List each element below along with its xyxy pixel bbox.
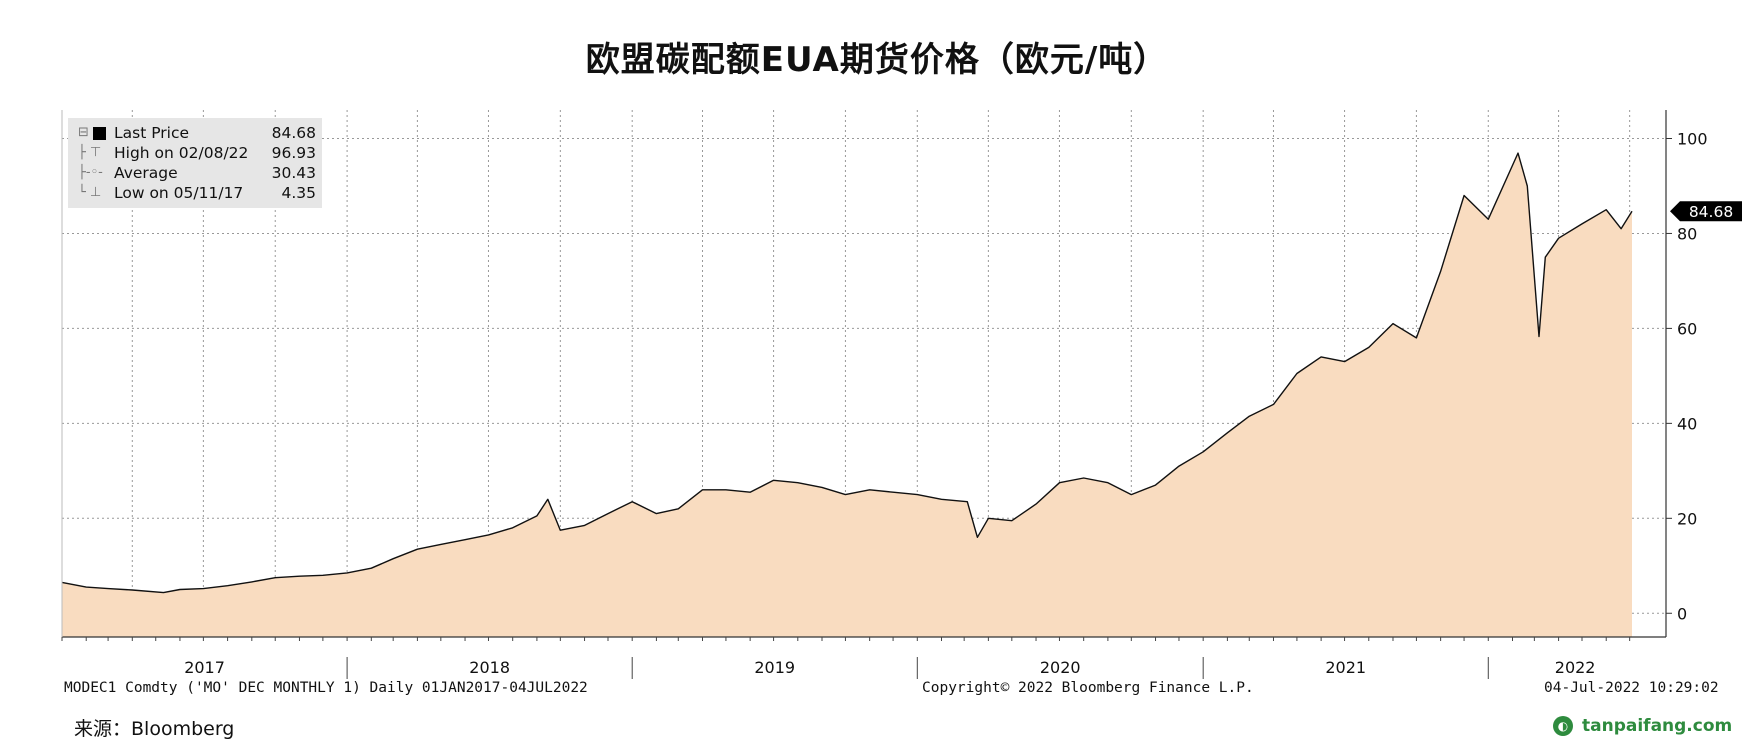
price-line-path bbox=[61, 152, 1633, 594]
footer-timestamp: 04-Jul-2022 10:29:02 bbox=[1544, 680, 1719, 696]
watermark-logo-icon: ◐ bbox=[1553, 716, 1573, 736]
x-tick-label: 2019 bbox=[754, 658, 795, 677]
price-area bbox=[62, 153, 1632, 637]
axes bbox=[61, 110, 1667, 638]
footer-ticker: MODEC1 Comdty ('MO' DEC MONTHLY 1) Daily… bbox=[64, 680, 588, 696]
x-tick-label: 2022 bbox=[1555, 658, 1596, 677]
legend-average: ├-◦- Average 30.43 bbox=[68, 163, 322, 183]
watermark-text: tanpaifang.com bbox=[1582, 716, 1733, 736]
price-area-fill bbox=[62, 153, 1632, 637]
y-tick-label: 100 bbox=[1677, 129, 1708, 148]
y-tick-label: 80 bbox=[1677, 224, 1697, 243]
last-price-marker: 84.68 bbox=[1670, 201, 1742, 222]
collapse-icon: ⊟ bbox=[78, 125, 89, 140]
legend: ⊟ Last Price 84.68 ├ ⊤ High on 02/08/22 … bbox=[68, 118, 322, 208]
footer-copyright: Copyright© 2022 Bloomberg Finance L.P. bbox=[922, 680, 1254, 696]
x-tick-label: 2017 bbox=[184, 658, 225, 677]
chart-title: 欧盟碳配额EUA期货价格（欧元/吨） bbox=[585, 40, 1169, 80]
high-marker-icon: ├ ⊤ bbox=[78, 145, 102, 160]
x-tick-label: 2018 bbox=[469, 658, 510, 677]
x-ticks: 2017 2018 2019 2020 2021 2022 bbox=[61, 637, 1631, 679]
x-tick-label: 2020 bbox=[1040, 658, 1081, 677]
legend-value: 84.68 bbox=[271, 124, 316, 142]
y-tick-label: 20 bbox=[1677, 509, 1697, 528]
legend-low: └ ⊥ Low on 05/11/17 4.35 bbox=[68, 183, 322, 203]
y-tick-label: 60 bbox=[1677, 319, 1697, 338]
x-tick-label: 2021 bbox=[1325, 658, 1366, 677]
legend-label: Average bbox=[114, 164, 178, 182]
y-tick-label: 0 bbox=[1677, 604, 1687, 623]
legend-label: Last Price bbox=[114, 124, 190, 142]
source-note: 来源：Bloomberg bbox=[74, 718, 235, 740]
average-marker-icon: ├-◦- bbox=[78, 165, 103, 180]
legend-label: Low on 05/11/17 bbox=[114, 184, 244, 202]
legend-high: ├ ⊤ High on 02/08/22 96.93 bbox=[68, 143, 322, 163]
legend-value: 96.93 bbox=[271, 144, 316, 162]
y-ticks: 0 20 40 60 80 100 bbox=[1666, 129, 1708, 623]
legend-last-price: ⊟ Last Price 84.68 bbox=[68, 123, 322, 143]
price-line bbox=[61, 152, 1633, 594]
legend-label: High on 02/08/22 bbox=[114, 144, 249, 162]
low-marker-icon: └ ⊥ bbox=[78, 185, 102, 200]
y-tick-label: 40 bbox=[1677, 414, 1697, 433]
black-square-icon bbox=[93, 127, 106, 140]
legend-value: 30.43 bbox=[271, 164, 316, 182]
last-price-tag bbox=[1670, 201, 1742, 222]
last-price-value: 84.68 bbox=[1689, 203, 1733, 221]
legend-value: 4.35 bbox=[281, 184, 316, 202]
